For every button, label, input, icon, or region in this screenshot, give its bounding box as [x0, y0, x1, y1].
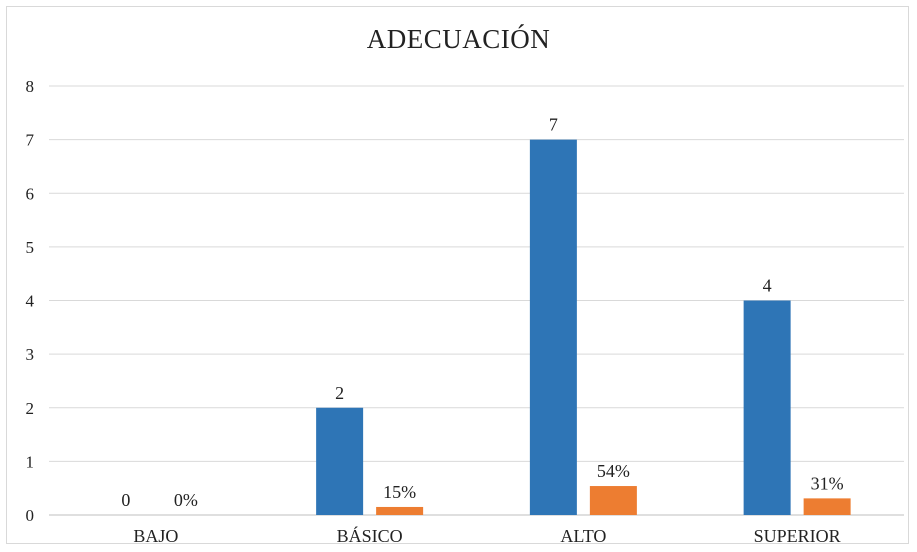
x-category-label: ALTO [560, 526, 606, 546]
data-label: 0 [121, 490, 130, 510]
data-label: 15% [383, 482, 416, 502]
bar [589, 486, 637, 515]
bar [743, 300, 791, 515]
data-label: 7 [549, 115, 558, 135]
data-label: 31% [811, 473, 844, 493]
chart-title: ADECUACIÓN [366, 24, 551, 54]
data-label: 54% [597, 461, 630, 481]
x-category-label: BAJO [133, 526, 178, 546]
x-category-label: SUPERIOR [754, 526, 841, 546]
bar [529, 139, 577, 515]
bar [376, 506, 424, 515]
x-category-label: BÁSICO [337, 525, 403, 546]
y-tick-label: 7 [26, 131, 35, 150]
data-label: 2 [335, 383, 344, 403]
data-label: 0% [174, 490, 198, 510]
y-tick-label: 5 [26, 238, 35, 257]
y-tick-label: 8 [26, 77, 35, 96]
y-tick-label: 4 [26, 292, 35, 311]
y-tick-label: 6 [26, 184, 35, 203]
bar [316, 407, 364, 515]
data-label: 4 [763, 276, 772, 296]
y-tick-label: 2 [26, 399, 35, 418]
y-tick-label: 1 [26, 452, 35, 471]
y-tick-label: 3 [26, 345, 35, 364]
y-tick-label: 0 [26, 506, 35, 525]
bar [803, 498, 851, 515]
